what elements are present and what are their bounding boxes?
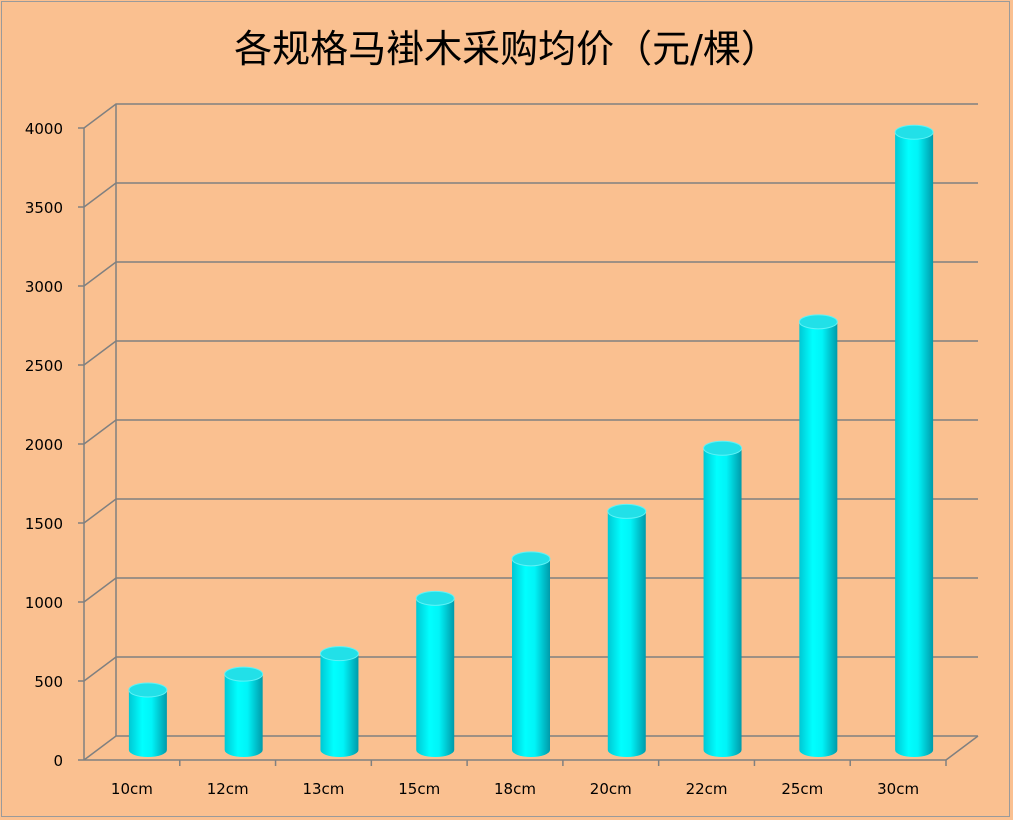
gridline: [83, 498, 978, 524]
bar: [798, 314, 838, 757]
bar-body: [416, 598, 455, 757]
x-tick-label: 10cm: [111, 780, 153, 798]
bar-body: [320, 653, 359, 757]
bar-body: [128, 689, 167, 757]
gridline: [83, 103, 978, 129]
x-tick-label: 15cm: [398, 780, 440, 798]
bar: [894, 124, 934, 758]
x-tick-label: 22cm: [686, 780, 728, 798]
y-tick-label: 2000: [25, 436, 63, 454]
chart-title: 各规格马褂木采购均价（元/棵）: [234, 27, 779, 71]
bar-top: [703, 440, 743, 456]
y-tick-label: 500: [34, 673, 63, 691]
x-tick-label: 25cm: [781, 780, 823, 798]
y-tick-label: 3000: [25, 278, 63, 296]
bar-body: [703, 448, 742, 757]
bar: [224, 666, 264, 757]
bar-top: [511, 551, 551, 567]
y-tick-label: 4000: [25, 120, 63, 138]
x-axis-depth-line: [945, 735, 979, 761]
bar-body: [607, 511, 646, 757]
bar-top: [319, 646, 359, 662]
bar-body: [799, 321, 838, 757]
bar-top: [128, 682, 168, 698]
x-tick-label: 30cm: [877, 780, 919, 798]
bar-body: [895, 132, 934, 758]
bar: [319, 646, 359, 757]
bar-body: [512, 558, 550, 757]
y-tick-label: 1500: [25, 515, 63, 533]
bar: [703, 440, 743, 757]
bar-top: [607, 503, 647, 519]
x-tick-label: 12cm: [207, 780, 249, 798]
bar: [607, 503, 647, 757]
x-tick-label: 18cm: [494, 780, 536, 798]
bar-top: [798, 314, 838, 330]
bar-top: [224, 666, 264, 682]
bar-body: [224, 674, 263, 757]
x-tick-label: 20cm: [590, 780, 632, 798]
gridline: [83, 182, 978, 208]
gridline: [83, 261, 978, 287]
bar-top: [894, 124, 934, 140]
y-tick-label: 3500: [25, 199, 63, 217]
x-tick-label: 13cm: [302, 780, 344, 798]
bar: [511, 551, 551, 757]
bar-top: [415, 590, 455, 606]
bar: [128, 682, 168, 757]
y-tick-label: 1000: [25, 594, 63, 612]
y-tick-label: 0: [53, 752, 63, 770]
gridline: [83, 419, 978, 445]
bar: [415, 590, 455, 757]
y-tick-label: 2500: [25, 357, 63, 375]
gridline: [83, 340, 978, 366]
